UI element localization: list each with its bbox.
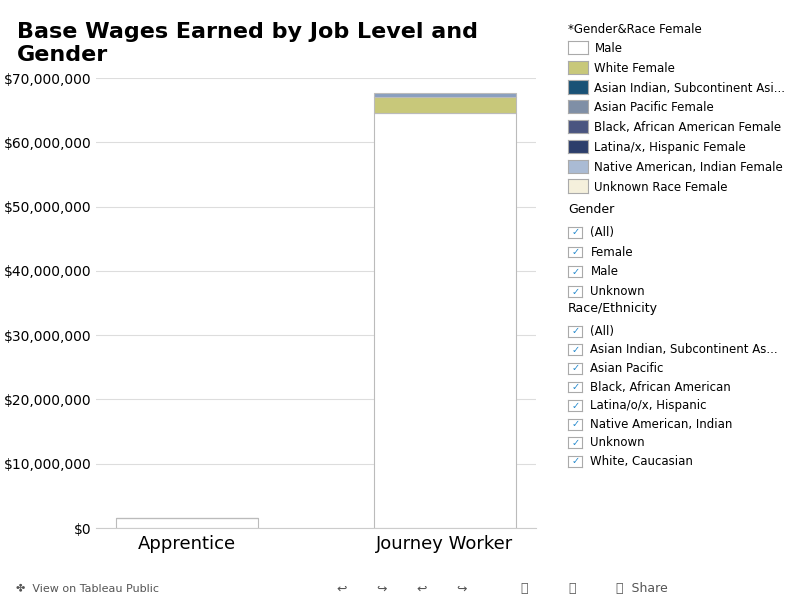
Text: ✓: ✓ — [571, 438, 579, 448]
Text: White Female: White Female — [594, 62, 675, 75]
Text: ✤  View on Tableau Public: ✤ View on Tableau Public — [16, 584, 159, 594]
Text: ⬜  Share: ⬜ Share — [616, 582, 668, 595]
Text: ↪: ↪ — [376, 582, 386, 595]
Text: Race/Ethnicity: Race/Ethnicity — [568, 302, 658, 315]
Text: *Gender&Race Female: *Gender&Race Female — [568, 23, 702, 36]
Text: ✓: ✓ — [571, 267, 579, 277]
Text: Asian Indian, Subcontinent Asi...: Asian Indian, Subcontinent Asi... — [594, 82, 786, 95]
Text: Gender: Gender — [568, 203, 614, 216]
Text: ⬜: ⬜ — [568, 582, 575, 595]
Text: White, Caucasian: White, Caucasian — [590, 455, 694, 468]
Text: Asian Indian, Subcontinent As...: Asian Indian, Subcontinent As... — [590, 343, 778, 356]
Text: ✓: ✓ — [571, 419, 579, 429]
Text: Unknown: Unknown — [590, 285, 645, 298]
Text: Native American, Indian Female: Native American, Indian Female — [594, 161, 783, 174]
Text: Asian Pacific: Asian Pacific — [590, 362, 664, 375]
Bar — [374, 97, 516, 113]
Text: ↩: ↩ — [336, 582, 346, 595]
Text: Latina/x, Hispanic Female: Latina/x, Hispanic Female — [594, 141, 746, 154]
Text: Male: Male — [590, 265, 618, 278]
Text: Latina/o/x, Hispanic: Latina/o/x, Hispanic — [590, 399, 707, 412]
Text: Native American, Indian: Native American, Indian — [590, 418, 733, 431]
Text: Unknown: Unknown — [590, 436, 645, 449]
Text: ✓: ✓ — [571, 457, 579, 466]
Bar — [374, 93, 516, 97]
Text: Base Wages Earned by Job Level and
Gender: Base Wages Earned by Job Level and Gende… — [17, 22, 478, 65]
Text: ✓: ✓ — [571, 401, 579, 410]
Text: ⬜: ⬜ — [520, 582, 527, 595]
Text: ✓: ✓ — [571, 326, 579, 336]
Text: Unknown Race Female: Unknown Race Female — [594, 181, 728, 194]
Text: (All): (All) — [590, 325, 614, 338]
Bar — [116, 518, 258, 528]
Text: (All): (All) — [590, 226, 614, 239]
Text: ✓: ✓ — [571, 382, 579, 392]
Text: ✓: ✓ — [571, 247, 579, 257]
Text: ✓: ✓ — [571, 287, 579, 296]
Text: Asian Pacific Female: Asian Pacific Female — [594, 101, 714, 115]
Text: ✓: ✓ — [571, 345, 579, 355]
Text: ↩: ↩ — [416, 582, 426, 595]
Text: Black, African American Female: Black, African American Female — [594, 121, 782, 134]
Text: ✓: ✓ — [571, 227, 579, 237]
Text: ✓: ✓ — [571, 364, 579, 373]
Bar — [374, 113, 516, 528]
Text: ↪: ↪ — [456, 582, 466, 595]
Text: Black, African American: Black, African American — [590, 380, 731, 394]
Text: Male: Male — [594, 42, 622, 55]
Text: Female: Female — [590, 245, 633, 259]
